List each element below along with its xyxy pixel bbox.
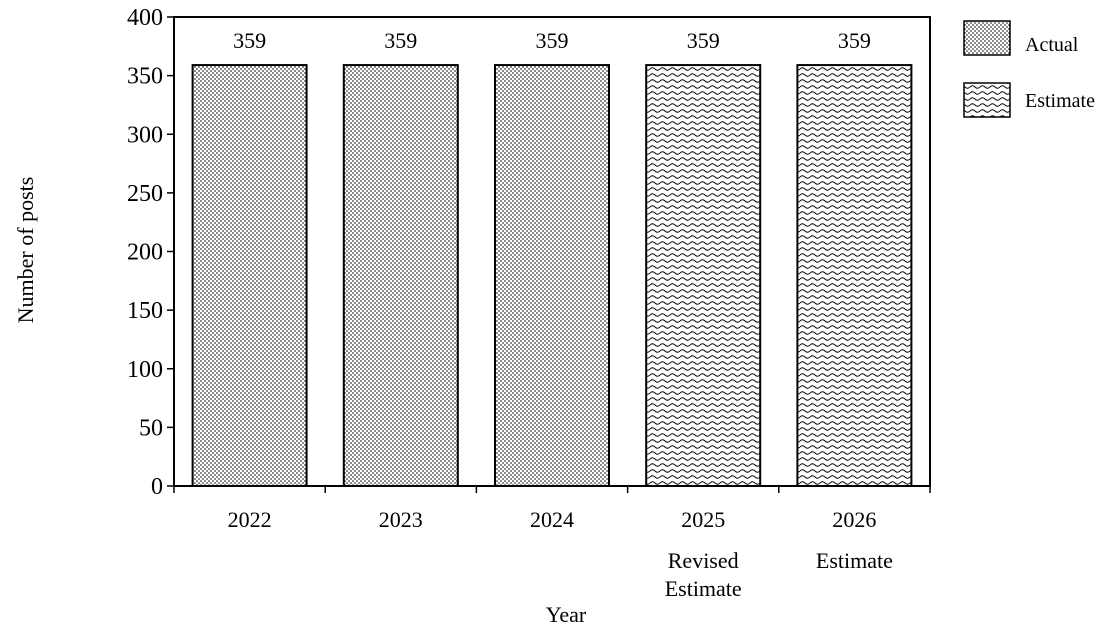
x-category-sublabel: Revised Estimate	[665, 548, 742, 601]
y-tick-label: 250	[127, 181, 163, 207]
y-axis-title: Number of posts	[13, 177, 38, 324]
x-category-sublabel: Estimate	[816, 548, 893, 573]
x-category-label: 2024	[530, 507, 574, 532]
data-label-2025: 359	[687, 28, 720, 53]
y-tick-label: 50	[139, 415, 163, 441]
legend-label-estimate: Estimate	[1025, 90, 1095, 112]
legend-label-actual: Actual	[1025, 34, 1079, 56]
y-tick-label: 150	[127, 298, 163, 324]
legend-swatch-estimate	[963, 82, 1011, 118]
data-label-2023: 359	[384, 28, 417, 53]
bar-2023	[342, 64, 459, 487]
x-category-label: 2025	[681, 507, 725, 532]
data-label-2026: 359	[838, 28, 871, 53]
y-tick-label: 100	[127, 357, 163, 383]
legend-swatch-actual	[963, 20, 1011, 56]
bar-2026	[796, 64, 913, 487]
x-axis-title: Year	[546, 602, 587, 627]
y-tick-label: 350	[127, 64, 163, 90]
data-label-2024: 359	[536, 28, 569, 53]
y-tick-label: 400	[127, 5, 163, 31]
bar-2025	[645, 64, 762, 487]
y-tick-label: 300	[127, 122, 163, 148]
y-tick-label: 0	[151, 474, 163, 500]
data-label-2022: 359	[233, 28, 266, 53]
bar-2022	[191, 64, 308, 487]
bar-2024	[494, 64, 610, 487]
x-category-label: 2026	[832, 507, 876, 532]
x-category-label: 2023	[379, 507, 423, 532]
x-category-label: 2022	[228, 507, 272, 532]
y-tick-label: 200	[127, 240, 163, 266]
